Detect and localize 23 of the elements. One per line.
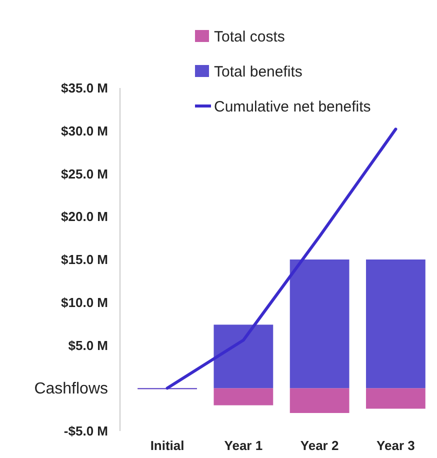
bar — [366, 260, 426, 388]
legend-label: Total benefits — [214, 63, 302, 80]
y-tick-label: $30.0 M — [61, 123, 108, 138]
legend-label: Total costs — [214, 28, 285, 46]
y-tick-label: $35.0 M — [61, 80, 108, 96]
y-tick-label: $15.0 M — [61, 252, 108, 268]
bar — [214, 388, 274, 406]
x-tick-label: Year 2 — [300, 438, 339, 453]
bar — [366, 388, 426, 409]
y-tick-label: $5.0 M — [68, 338, 108, 353]
bar — [290, 388, 350, 413]
line-series — [166, 128, 398, 390]
x-tick-label: Initial — [150, 438, 184, 453]
y-tick-label: -$5.0 M — [64, 424, 108, 439]
y-tick-label: $20.0 M — [61, 209, 108, 224]
y-tick-label: $25.0 M — [61, 166, 108, 182]
x-tick-label: Year 3 — [376, 438, 415, 453]
x-tick-label: Year 1 — [224, 438, 263, 453]
bar — [290, 260, 350, 388]
bar — [214, 324, 274, 388]
legend-label: Cumulative net benefits — [214, 98, 371, 116]
y-tick-label: $10.0 M — [61, 294, 108, 310]
y-tick-label: Cashflows — [34, 380, 108, 398]
